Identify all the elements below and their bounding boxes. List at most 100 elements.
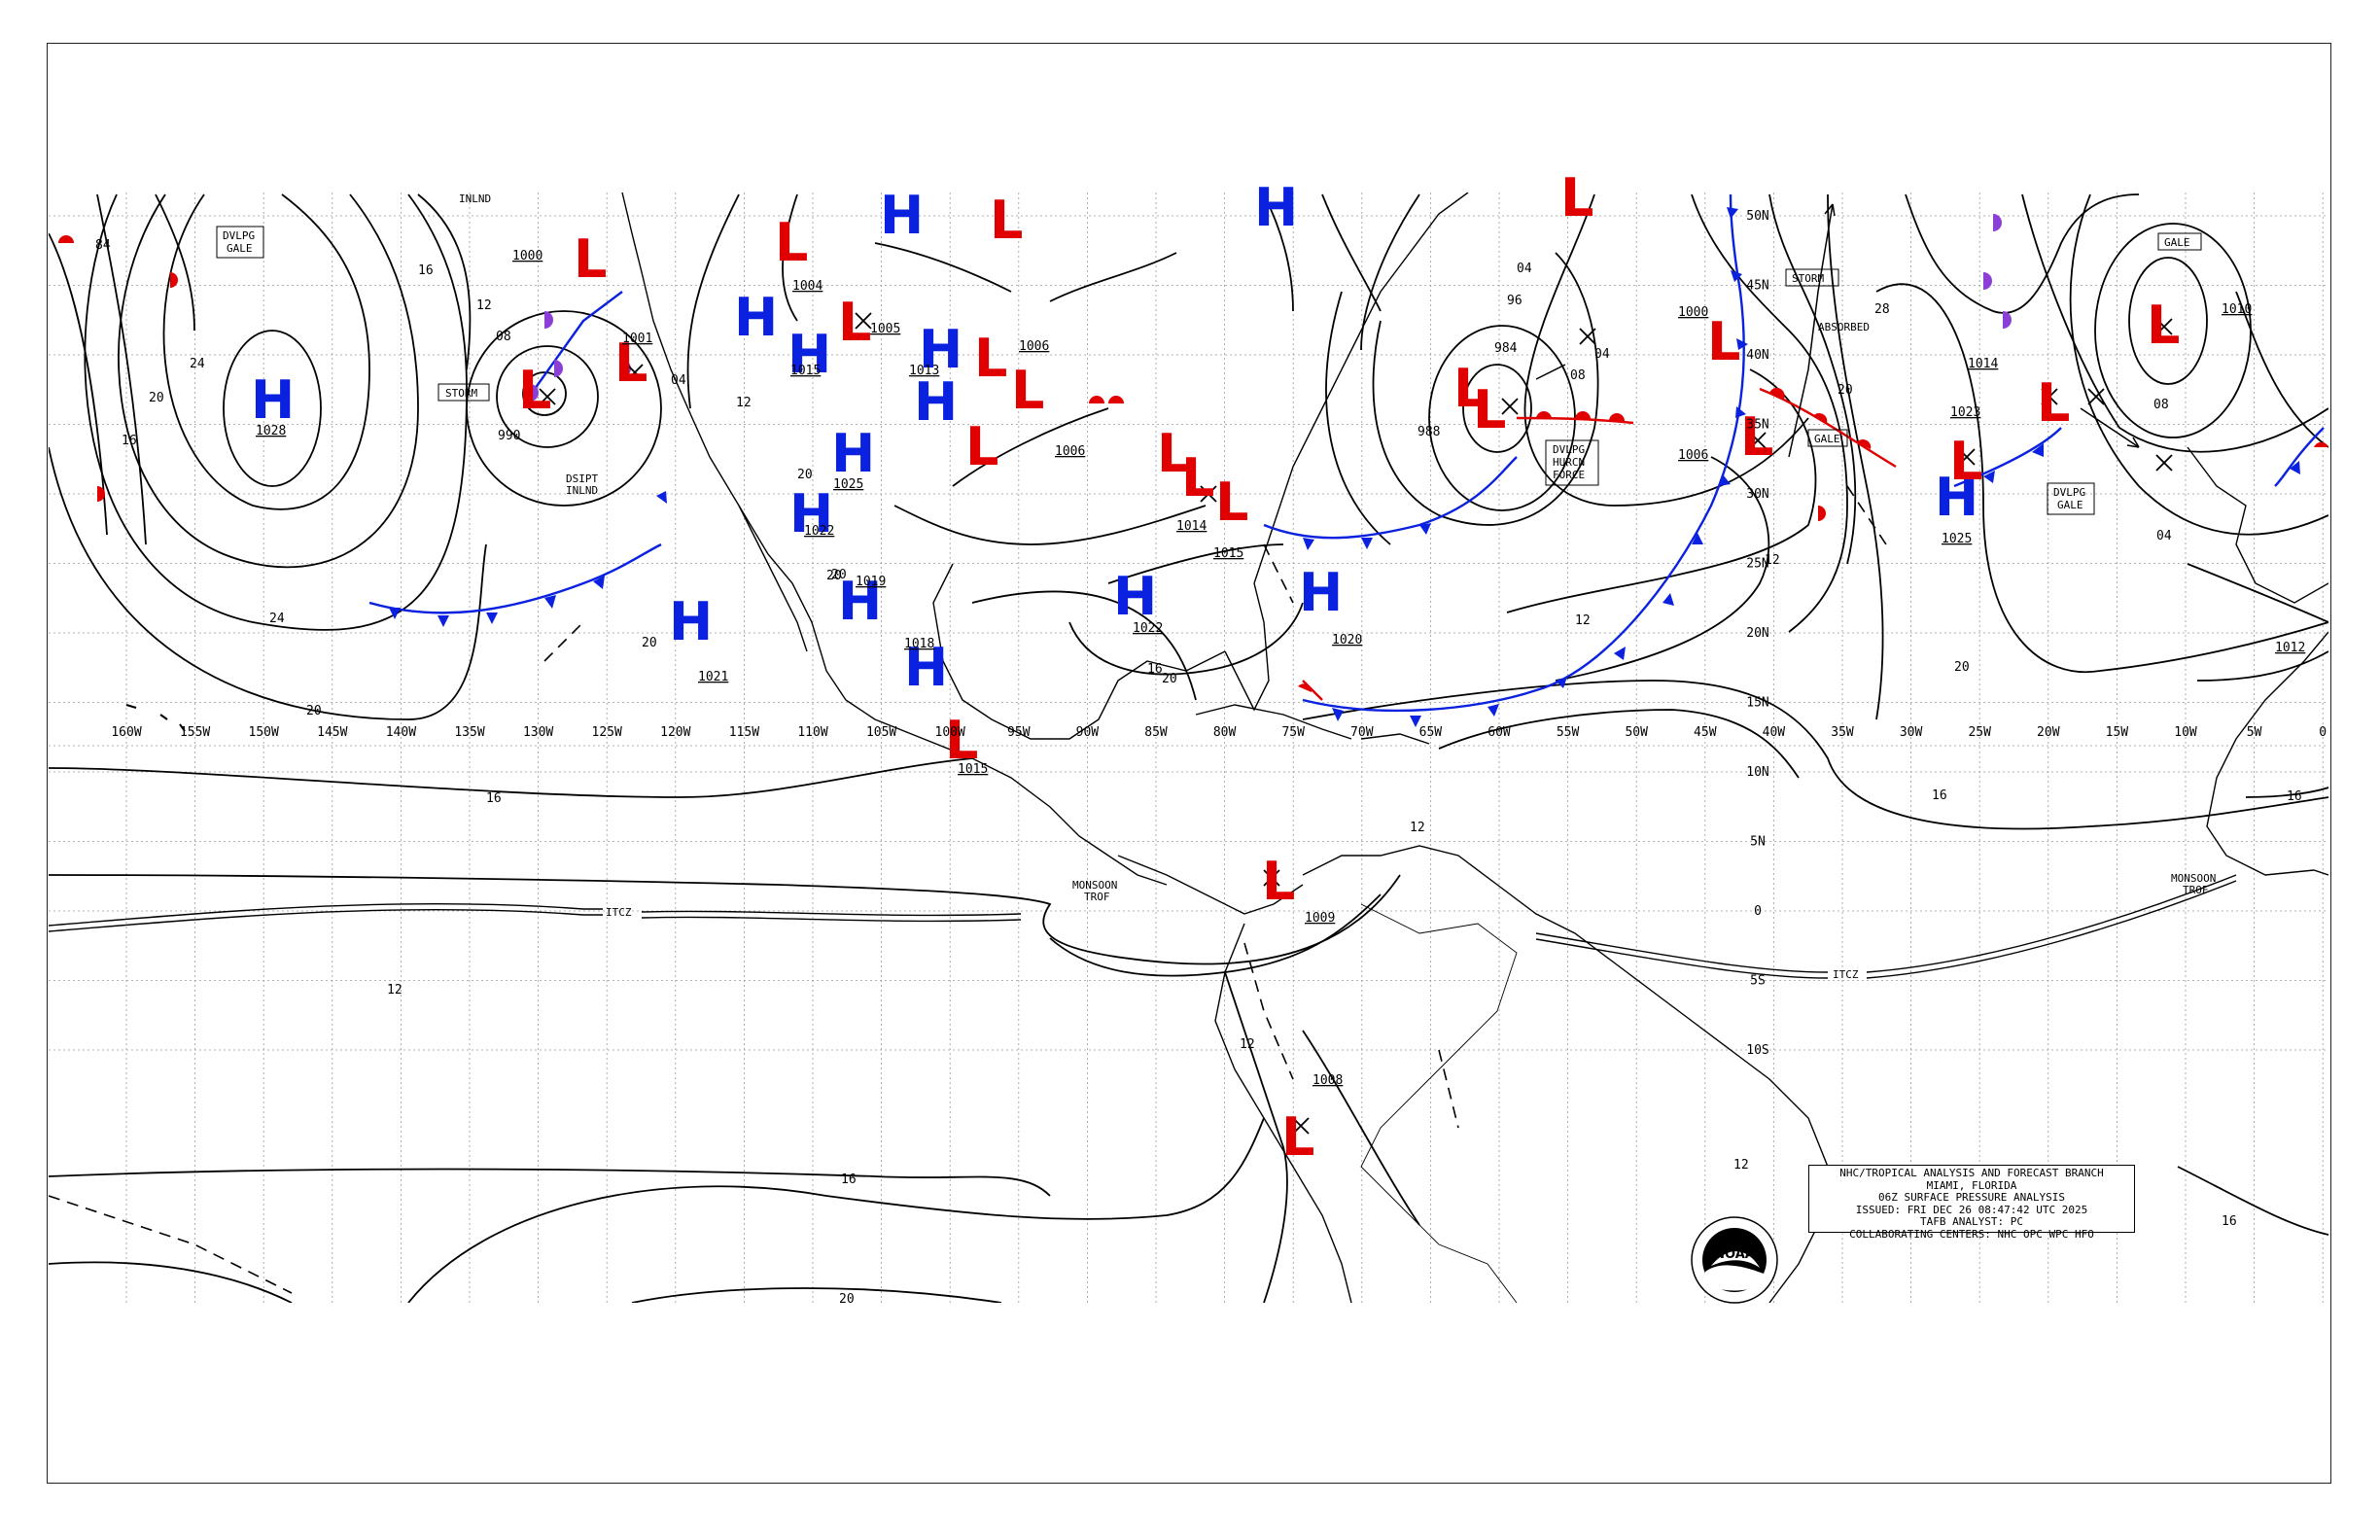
longitude-label: 100W xyxy=(935,725,965,740)
isobar-label: 16 xyxy=(1932,788,1947,803)
longitude-label: 5W xyxy=(2247,725,2262,740)
pressure-value: 1010 xyxy=(2222,302,2252,317)
low-marker: L xyxy=(574,228,607,290)
pressure-value: 1000 xyxy=(512,249,542,263)
isobar-label: 20 xyxy=(839,1292,855,1307)
latitude-label: 10S xyxy=(1746,1043,1768,1058)
longitude-label: 70W xyxy=(1350,725,1374,740)
isobar-label: 08 xyxy=(496,330,511,344)
pressure-value: 1013 xyxy=(909,364,939,378)
pressure-value: 1004 xyxy=(792,279,822,294)
pressure-value: 984 xyxy=(1494,341,1518,356)
annotation-text: ABSORBED xyxy=(1818,321,1870,333)
isobar-label: 16 xyxy=(486,791,502,806)
latitude-label: 5N xyxy=(1750,835,1766,850)
longitude-label: 110W xyxy=(797,725,827,740)
annotation-text: GALE xyxy=(2057,499,2083,511)
longitude-label: 135W xyxy=(454,725,484,740)
lat-lon-grid xyxy=(49,192,2328,1303)
longitude-label: 80W xyxy=(1213,725,1237,740)
low-marker: L xyxy=(1215,472,1248,533)
isobar-label: 08 xyxy=(1570,368,1586,383)
pressure-value: 1005 xyxy=(870,322,900,336)
isobar-label: 12 xyxy=(387,983,402,998)
pressure-value: 1012 xyxy=(2275,641,2305,655)
pressure-value: 1018 xyxy=(904,637,934,651)
high-marker: H xyxy=(734,287,778,348)
latitude-label: 30N xyxy=(1746,487,1768,502)
isobar-label: 16 xyxy=(2287,789,2302,804)
warm-fronts xyxy=(1302,387,1897,701)
high-pressure-centers: H H H H H H H H H H H H H H H xyxy=(251,177,1978,698)
high-marker: H xyxy=(669,591,713,652)
longitude-label: 45W xyxy=(1694,725,1717,740)
latitude-label: 10N xyxy=(1746,765,1768,780)
high-marker: H xyxy=(919,319,962,380)
longitude-label: 105W xyxy=(866,725,896,740)
low-marker: L xyxy=(1949,431,1982,492)
low-marker: L xyxy=(1281,1106,1314,1168)
isobar-label: 04 xyxy=(2156,529,2172,543)
isobar-label: 16 xyxy=(122,434,137,448)
annotation-text: INLND xyxy=(566,484,598,497)
isobar-label: 20 xyxy=(1954,660,1970,675)
isobar-label: 12 xyxy=(736,396,752,410)
isobar-label: 12 xyxy=(1410,821,1425,835)
annotation-text: DVLPG xyxy=(1553,443,1585,456)
center-pressure-values: 1028 1021 1022 1025 1015 1019 1018 1022 … xyxy=(256,249,2305,1088)
info-line: NHC/TROPICAL ANALYSIS AND FORECAST BRANC… xyxy=(1839,1167,2104,1179)
cold-fronts xyxy=(368,193,2325,713)
isobar-label: 12 xyxy=(476,298,492,313)
pressure-value: 1021 xyxy=(698,670,728,684)
warm-front-semicircles xyxy=(58,235,2328,692)
annotation-text: FORCE xyxy=(1553,469,1585,481)
pressure-value: 1019 xyxy=(856,575,886,589)
longitude-label: 130W xyxy=(523,725,553,740)
low-marker: L xyxy=(990,190,1023,251)
latitude-label: 20N xyxy=(1746,626,1768,641)
latitude-label: 15N xyxy=(1746,696,1768,711)
high-marker: H xyxy=(1254,177,1298,238)
high-marker: H xyxy=(1935,467,1978,528)
isobar-label: 84 xyxy=(95,238,111,253)
pressure-value: 1020 xyxy=(1332,633,1362,648)
isobar-labels: 84 20 16 24 20 16 12 08 04 12 20 24 20 1… xyxy=(95,238,2302,1307)
isobar-label: 08 xyxy=(2153,398,2169,412)
annotation-text: DVLPG xyxy=(223,229,255,242)
annotation-text: STORM xyxy=(445,387,477,400)
longitude-label: 35W xyxy=(1831,725,1854,740)
longitude-label: 75W xyxy=(1281,725,1305,740)
annotation-text: TROF xyxy=(1084,891,1110,903)
longitude-label: 85W xyxy=(1144,725,1168,740)
pressure-value: 1023 xyxy=(1950,405,1980,420)
longitude-label: 125W xyxy=(592,725,622,740)
high-marker: H xyxy=(789,483,833,544)
high-marker: H xyxy=(788,324,831,385)
info-line: 06Z SURFACE PRESSURE ANALYSIS xyxy=(1877,1191,2066,1204)
pressure-value: 1008 xyxy=(1312,1073,1343,1088)
longitude-label: 25W xyxy=(1968,725,1991,740)
info-line: TAFB ANALYST: PC xyxy=(1920,1215,2023,1228)
low-marker: L xyxy=(945,710,978,771)
longitude-labels: 160W 155W 150W 145W 140W 135W 130W 125W 120W 115W… xyxy=(111,725,2327,740)
isobar-label: 20 xyxy=(797,468,813,482)
longitude-label: 65W xyxy=(1419,725,1443,740)
pressure-value: 1028 xyxy=(256,424,286,438)
annotation-text: DSIPT xyxy=(566,472,598,485)
latitude-label: 50N xyxy=(1746,209,1768,224)
pressure-value: 1022 xyxy=(804,524,834,539)
isobar-label: 20 xyxy=(1838,383,1853,398)
low-marker: L xyxy=(1560,167,1593,228)
track-arrows xyxy=(1535,203,2140,458)
longitude-label: 55W xyxy=(1557,725,1580,740)
high-marker: H xyxy=(914,371,958,433)
isobars xyxy=(49,193,2328,1303)
high-marker: H xyxy=(831,423,875,484)
isobar-label: 20 xyxy=(831,568,847,582)
annotation-text: GALE xyxy=(227,242,253,255)
pressure-value: 1022 xyxy=(1133,621,1163,636)
annotation-text: MONSOON xyxy=(2171,872,2216,885)
annotation-text: MONSOON xyxy=(1072,879,1117,892)
annotation-text: ITCZ xyxy=(606,906,632,919)
itcz-lines xyxy=(49,874,2237,979)
